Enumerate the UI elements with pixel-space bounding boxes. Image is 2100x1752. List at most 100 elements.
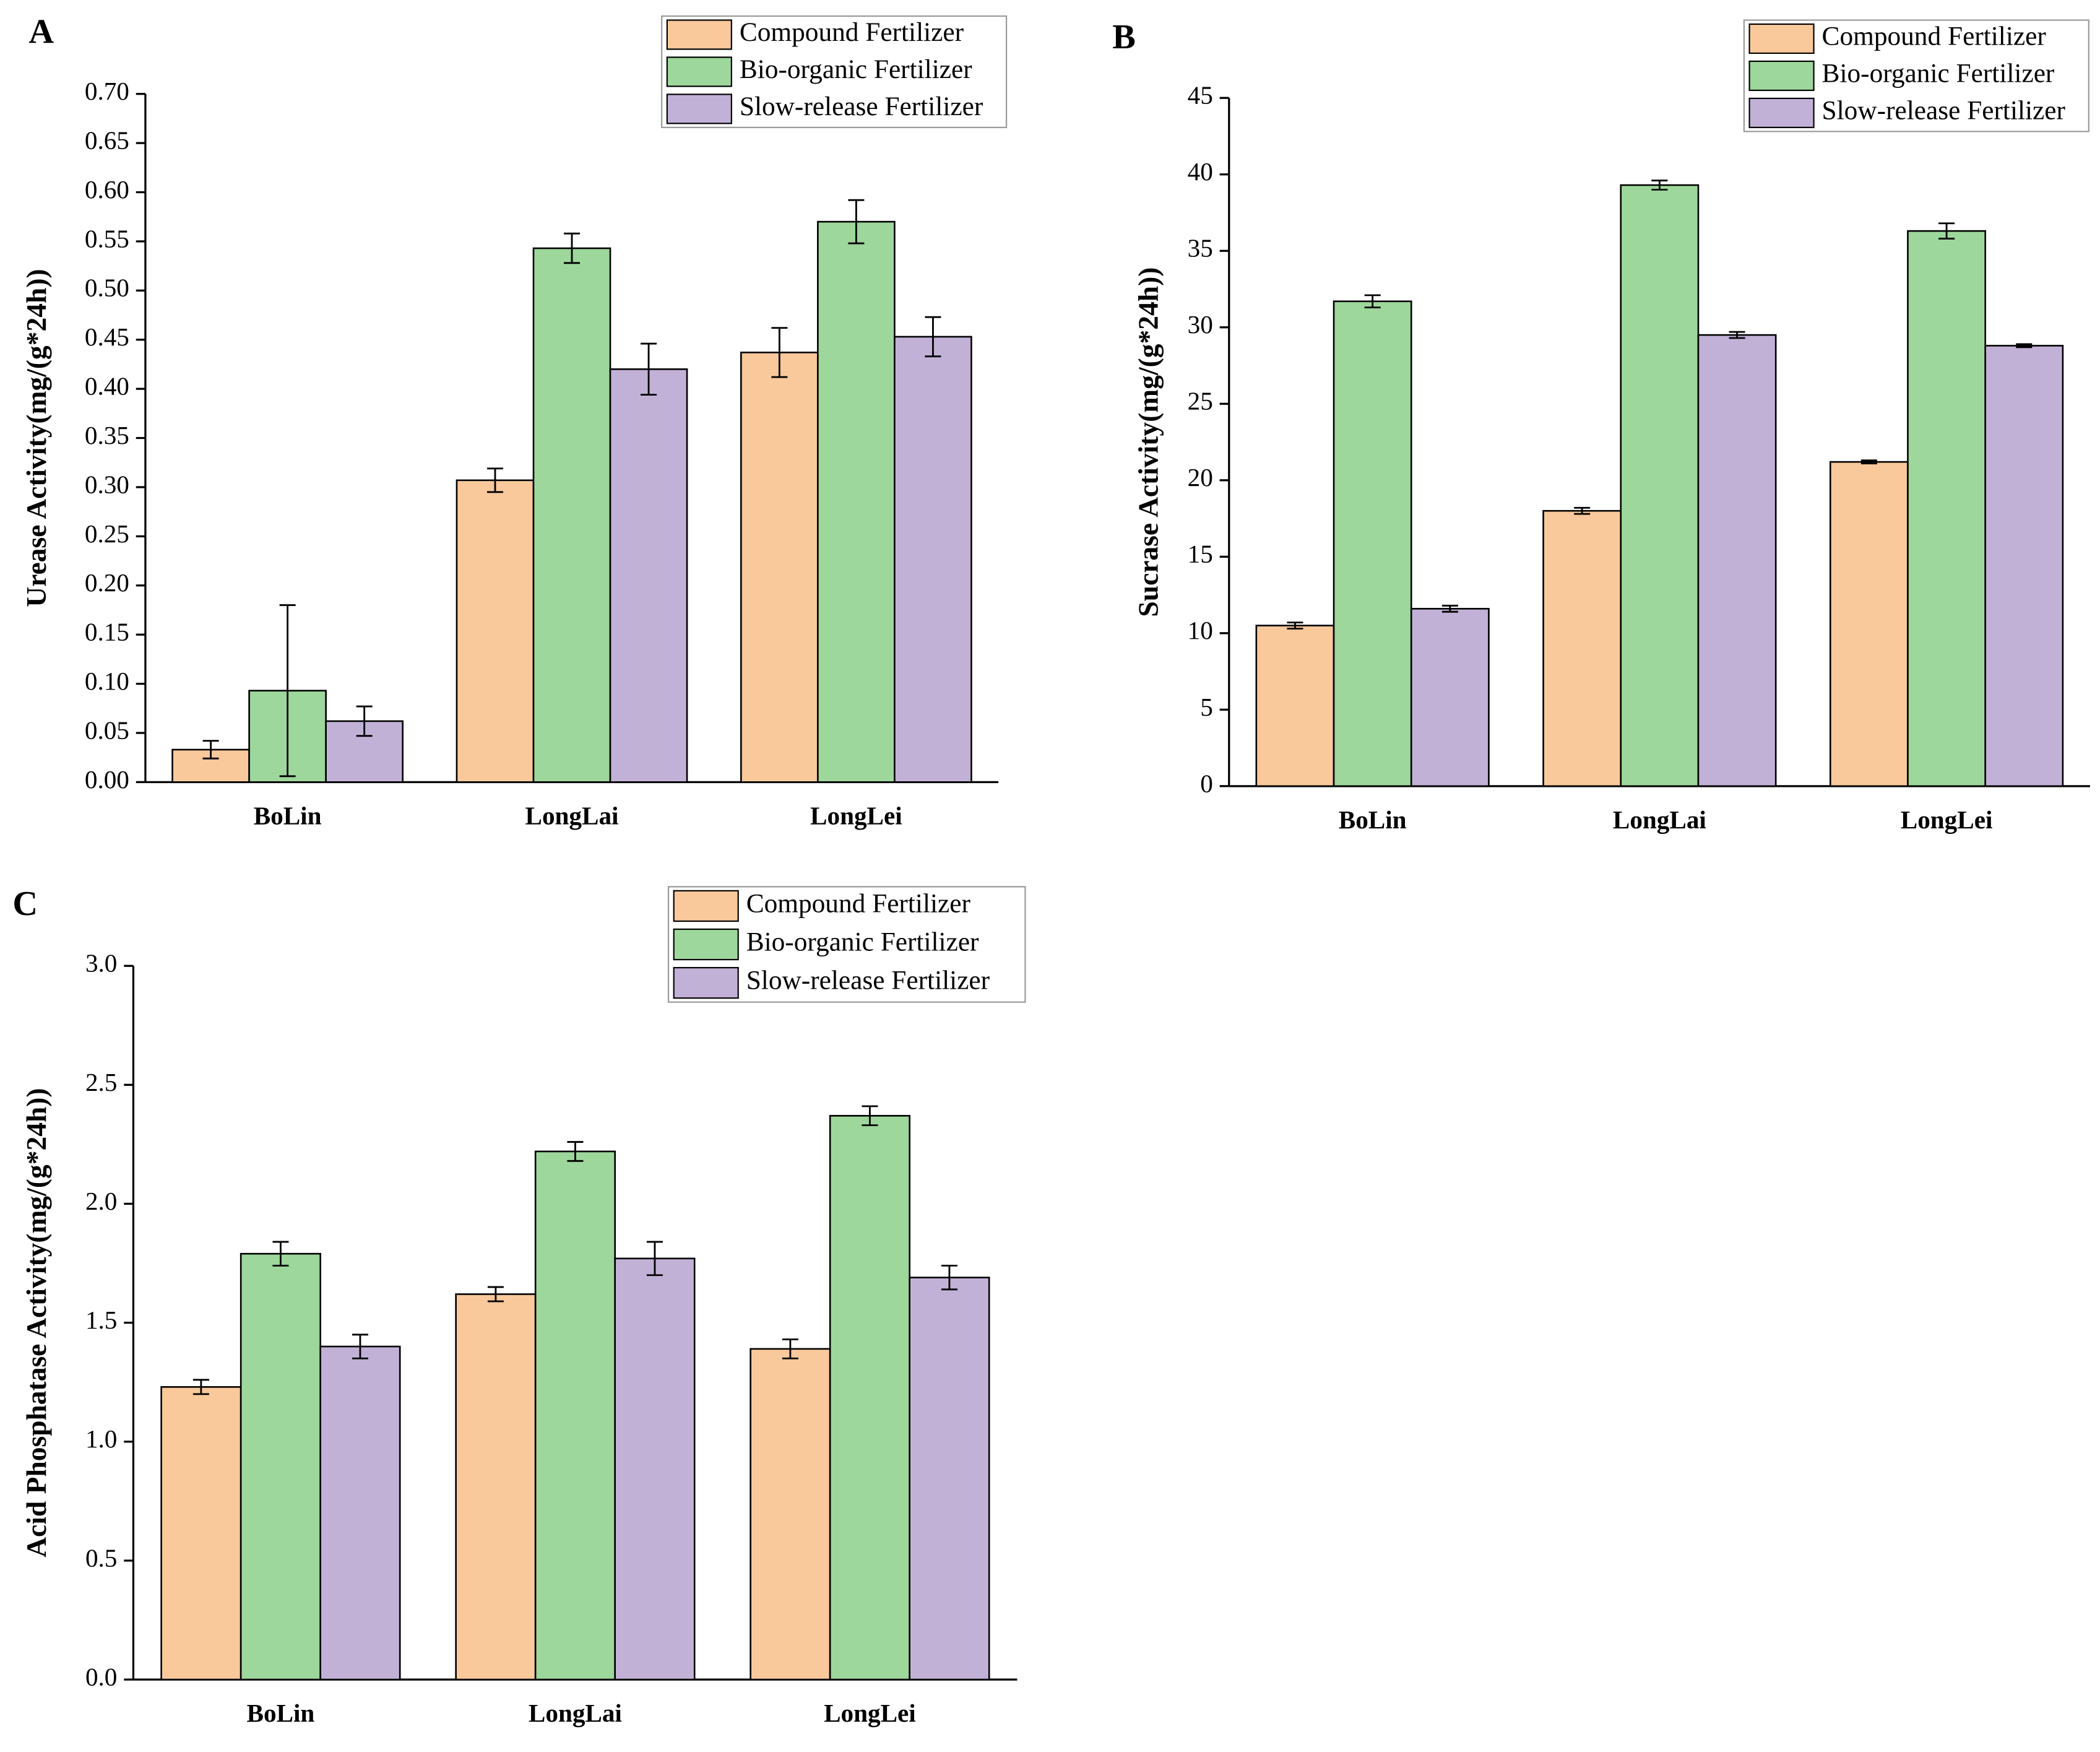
panel-label: A bbox=[28, 12, 54, 51]
x-tick-label: LongLei bbox=[810, 801, 902, 830]
legend-swatch bbox=[1748, 60, 1815, 91]
x-tick-label: BoLin bbox=[247, 1699, 315, 1727]
panel-label: C bbox=[12, 885, 38, 923]
error-bar bbox=[567, 1141, 584, 1162]
bar bbox=[750, 1348, 831, 1681]
error-bar bbox=[925, 316, 941, 358]
bar bbox=[817, 220, 896, 783]
bar bbox=[532, 247, 611, 783]
y-tick-label: 1.0 bbox=[85, 1425, 117, 1453]
error-bar bbox=[862, 1105, 878, 1127]
y-tick-label: 2.5 bbox=[85, 1068, 117, 1096]
bar bbox=[1255, 625, 1335, 787]
y-tick-label: 1.5 bbox=[85, 1306, 117, 1334]
x-tick-label: LongLei bbox=[824, 1699, 916, 1727]
error-bar bbox=[202, 740, 219, 760]
bar bbox=[1829, 461, 1909, 787]
y-tick-label: 0.50 bbox=[85, 274, 129, 302]
bar bbox=[1907, 230, 1986, 787]
legend-label: Bio-organic Fertilizer bbox=[746, 927, 979, 956]
error-bar bbox=[279, 604, 296, 778]
y-tick-label: 3.0 bbox=[85, 949, 117, 978]
bar bbox=[894, 336, 972, 783]
bar bbox=[1542, 510, 1622, 787]
error-bar bbox=[1729, 331, 1745, 339]
legend-swatch bbox=[666, 56, 732, 87]
legend-label: Slow-release Fertilizer bbox=[746, 966, 990, 995]
error-bar bbox=[1364, 294, 1381, 309]
legend-swatch bbox=[666, 93, 732, 124]
y-tick-label: 2.0 bbox=[85, 1187, 117, 1215]
legend-swatch bbox=[673, 890, 739, 922]
legend-label: Compound Fertilizer bbox=[746, 888, 971, 918]
y-tick-label: 30 bbox=[1188, 310, 1213, 339]
y-tick-label: 0.70 bbox=[85, 77, 129, 105]
legend-label: Bio-organic Fertilizer bbox=[1822, 58, 2055, 88]
bar bbox=[1410, 607, 1490, 787]
x-tick-label: BoLin bbox=[254, 801, 322, 830]
error-bar bbox=[771, 327, 788, 378]
bar bbox=[1984, 345, 2064, 787]
error-bar bbox=[941, 1264, 957, 1291]
x-tick-label: BoLin bbox=[1339, 805, 1407, 834]
legend-swatch bbox=[673, 928, 739, 961]
error-bar bbox=[1651, 180, 1668, 191]
y-tick-label: 0.05 bbox=[85, 716, 129, 744]
bar bbox=[319, 1345, 401, 1681]
bar bbox=[740, 352, 819, 783]
legend-label: Compound Fertilizer bbox=[1822, 21, 2047, 51]
legend-label: Slow-release Fertilizer bbox=[740, 92, 983, 121]
y-tick-label: 0.5 bbox=[85, 1543, 117, 1572]
bar bbox=[240, 1252, 321, 1681]
error-bar bbox=[563, 232, 580, 264]
error-bar bbox=[641, 342, 657, 396]
y-tick-label: 0.30 bbox=[85, 470, 129, 498]
y-tick-label: 0.00 bbox=[85, 765, 129, 794]
y-tick-label: 20 bbox=[1188, 463, 1213, 492]
bar bbox=[1333, 300, 1412, 787]
legend-label: Slow-release Fertilizer bbox=[1822, 95, 2066, 125]
y-tick-label: 0 bbox=[1200, 769, 1213, 797]
y-tick-label: 35 bbox=[1188, 234, 1213, 262]
legend-label: Bio-organic Fertilizer bbox=[740, 54, 972, 84]
x-tick-label: LongLai bbox=[525, 801, 619, 830]
y-tick-label: 0.0 bbox=[85, 1662, 117, 1691]
legend-swatch bbox=[1748, 97, 1815, 128]
error-bar bbox=[487, 1286, 504, 1303]
error-bar bbox=[848, 199, 865, 245]
bar bbox=[455, 1293, 537, 1681]
y-tick-label: 0.55 bbox=[85, 224, 129, 253]
y-tick-label: 40 bbox=[1188, 157, 1213, 186]
legend-label: Compound Fertilizer bbox=[740, 17, 964, 47]
error-bar bbox=[782, 1338, 798, 1360]
error-bar bbox=[1938, 222, 1955, 240]
y-tick-label: 0.10 bbox=[85, 667, 129, 695]
error-bar bbox=[2016, 343, 2033, 349]
bar bbox=[1697, 334, 1777, 787]
error-bar bbox=[1287, 622, 1303, 630]
error-bar bbox=[1441, 604, 1458, 613]
y-tick-label: 10 bbox=[1188, 616, 1213, 644]
y-axis-title: Urease Activity(mg/(g*24h)) bbox=[20, 269, 52, 607]
bar bbox=[160, 1386, 242, 1681]
y-tick-label: 0.25 bbox=[85, 519, 129, 548]
x-tick-label: LongLei bbox=[1901, 805, 1993, 834]
panel-label: B bbox=[1112, 18, 1136, 56]
bar bbox=[909, 1277, 990, 1681]
legend-swatch bbox=[1748, 23, 1815, 54]
y-axis-title: Sucrase Activity(mg/(g*24h)) bbox=[1133, 267, 1164, 617]
error-bar bbox=[356, 705, 373, 737]
y-tick-label: 0.35 bbox=[85, 421, 129, 449]
error-bar bbox=[486, 467, 503, 493]
error-bar bbox=[646, 1241, 663, 1277]
bar bbox=[1620, 184, 1700, 787]
bar bbox=[614, 1257, 696, 1681]
y-tick-label: 15 bbox=[1188, 540, 1213, 568]
error-bar bbox=[192, 1379, 209, 1395]
x-tick-label: LongLai bbox=[529, 1699, 622, 1727]
bar bbox=[829, 1114, 910, 1681]
y-tick-label: 0.45 bbox=[85, 323, 129, 351]
bar bbox=[534, 1150, 616, 1681]
